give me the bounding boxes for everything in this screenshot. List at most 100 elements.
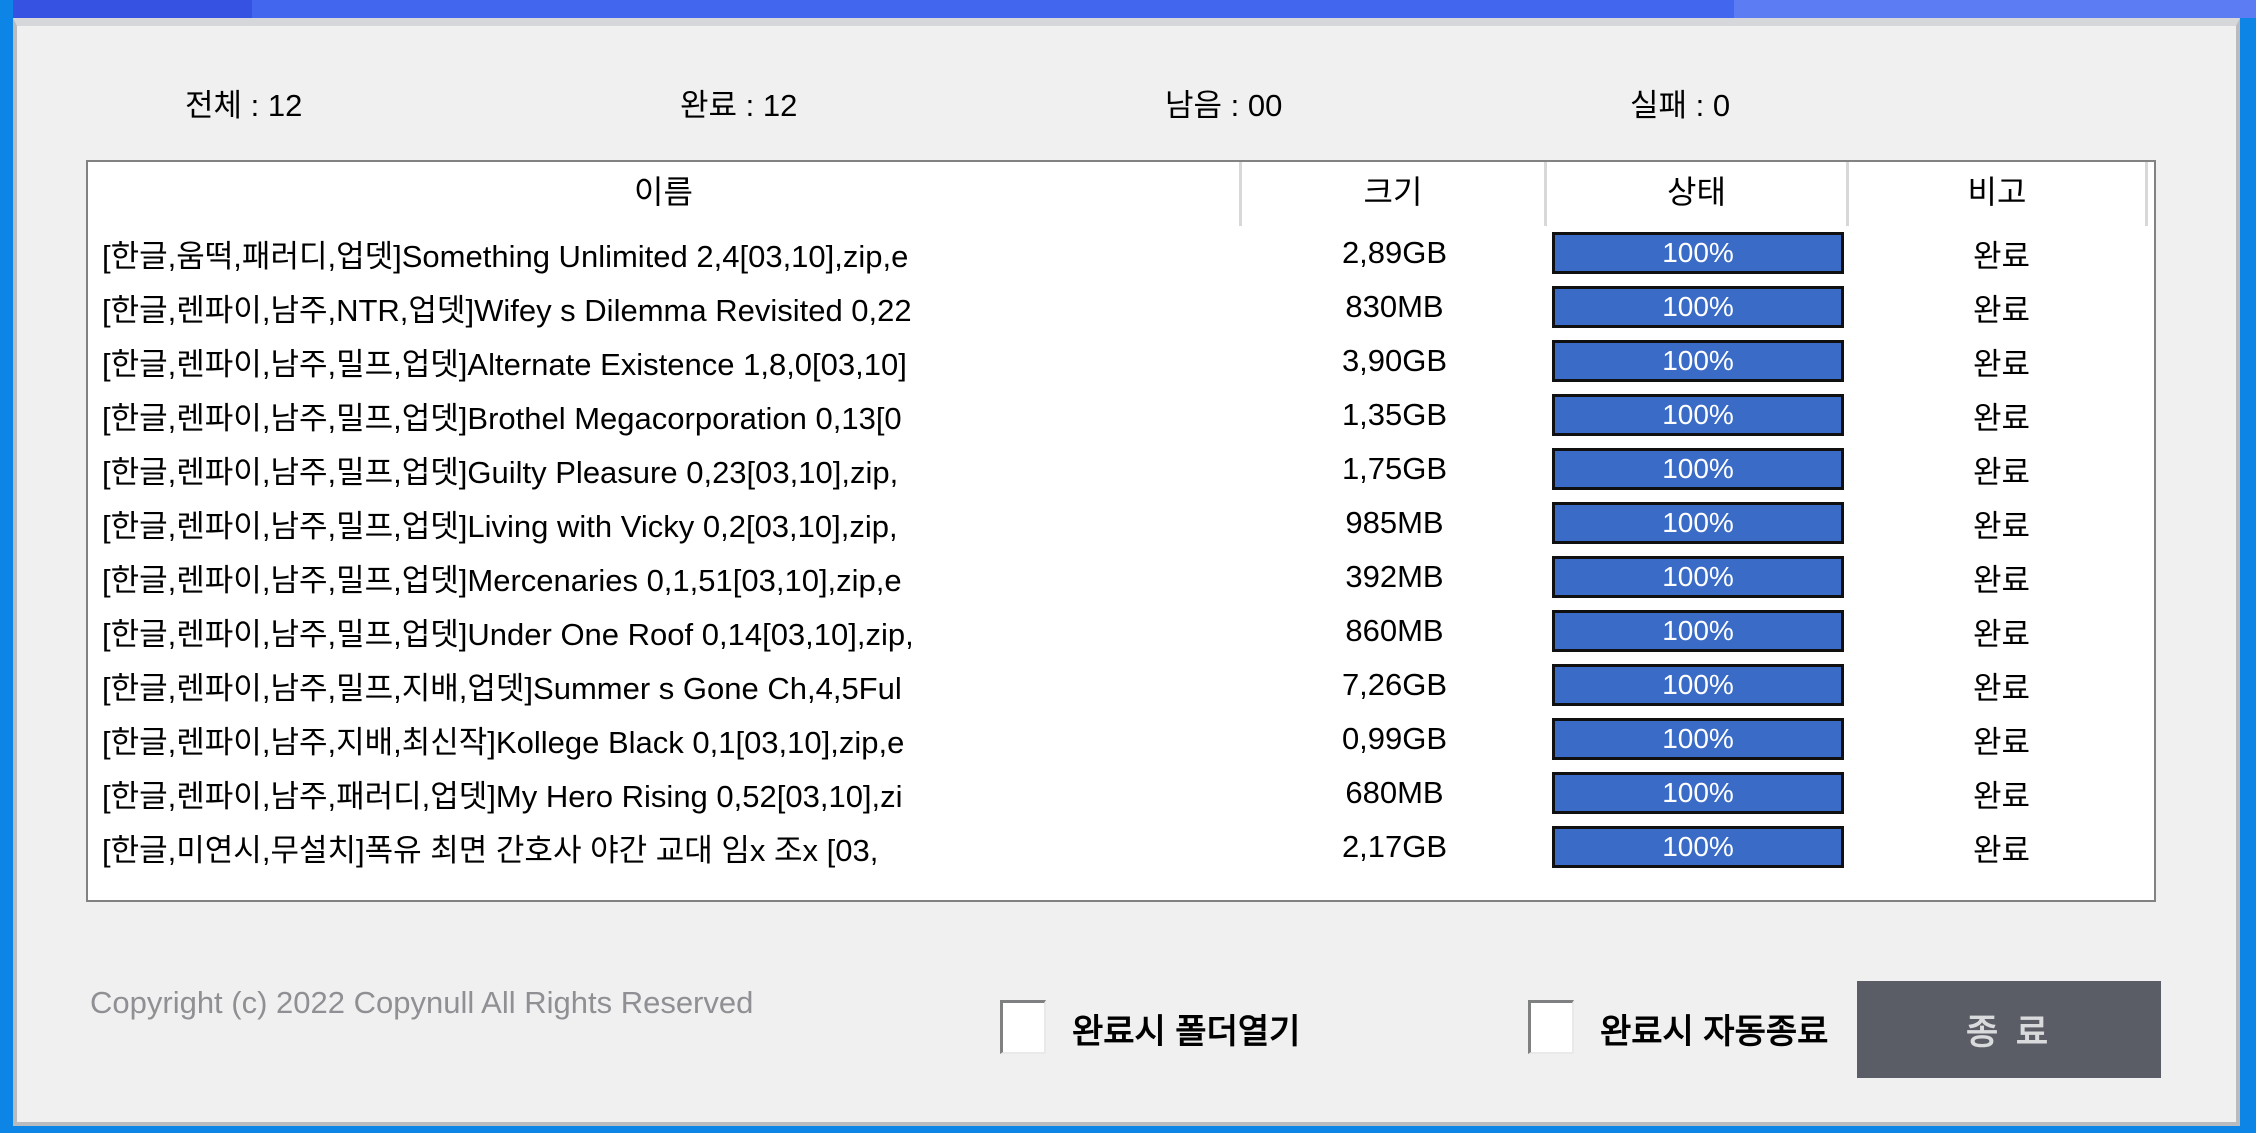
row-status: 100%	[1547, 610, 1849, 652]
progress-label: 100%	[1662, 723, 1734, 754]
row-filename: [한글,렌파이,남주,밀프,업뎃]Living with Vicky 0,2[0…	[102, 508, 898, 544]
row-filename: [한글,움떡,패러디,업뎃]Something Unlimited 2,4[03…	[102, 238, 909, 274]
row-remark: 완료	[1972, 292, 2031, 328]
progress-bar: 100%	[1552, 718, 1844, 760]
row-remark: 완료	[1972, 562, 2031, 598]
row-remark: 완료	[1972, 778, 2031, 814]
open-folder-checkbox[interactable]	[1000, 1000, 1046, 1054]
row-remark: 완료	[1972, 832, 2031, 868]
progress-label: 100%	[1662, 237, 1734, 268]
row-remark: 완료	[1972, 670, 2031, 706]
table-row[interactable]: [한글,렌파이,남주,밀프,업뎃]Under One Roof 0,14[03,…	[88, 604, 2154, 658]
table-row[interactable]: [한글,렌파이,남주,밀프,업뎃]Brothel Megacorporation…	[88, 388, 2154, 442]
titlebar-segment	[13, 0, 252, 18]
progress-bar: 100%	[1552, 340, 1844, 382]
progress-label: 100%	[1662, 561, 1734, 592]
row-filename: [한글,렌파이,남주,밀프,업뎃]Mercenaries 0,1,51[03,1…	[102, 562, 902, 598]
progress-label: 100%	[1662, 777, 1734, 808]
table-row[interactable]: [한글,렌파이,남주,밀프,지배,업뎃]Summer s Gone Ch,4,5…	[88, 658, 2154, 712]
column-header-name[interactable]: 이름	[88, 162, 1242, 226]
progress-bar: 100%	[1552, 394, 1844, 436]
row-status: 100%	[1547, 772, 1849, 814]
table-row[interactable]: [한글,렌파이,남주,밀프,업뎃]Alternate Existence 1,8…	[88, 334, 2154, 388]
stat-total: 전체 : 12	[185, 88, 303, 123]
row-filename: [한글,미연시,무설치]폭유 최면 간호사 야간 교대 임x 조x [03,	[102, 832, 879, 868]
progress-bar: 100%	[1552, 772, 1844, 814]
progress-bar: 100%	[1552, 232, 1844, 274]
row-filesize: 830MB	[1345, 289, 1444, 324]
column-header-size[interactable]: 크기	[1242, 162, 1547, 226]
table-row[interactable]: [한글,렌파이,남주,지배,최신작]Kollege Black 0,1[03,1…	[88, 712, 2154, 766]
progress-label: 100%	[1662, 399, 1734, 430]
progress-bar: 100%	[1552, 610, 1844, 652]
window-titlebar[interactable]	[13, 0, 2256, 18]
row-filesize: 2,89GB	[1341, 235, 1448, 270]
progress-bar: 100%	[1552, 664, 1844, 706]
copyright-text: Copyright (c) 2022 Copynull All Rights R…	[90, 985, 754, 1020]
table-row[interactable]: [한글,미연시,무설치]폭유 최면 간호사 야간 교대 임x 조x [03, 2…	[88, 820, 2154, 874]
row-remark: 완료	[1972, 238, 2031, 274]
row-filename: [한글,렌파이,남주,밀프,지배,업뎃]Summer s Gone Ch,4,5…	[102, 670, 902, 706]
row-remark: 완료	[1972, 454, 2031, 490]
row-status: 100%	[1547, 664, 1849, 706]
progress-label: 100%	[1662, 453, 1734, 484]
row-status: 100%	[1547, 502, 1849, 544]
row-filesize: 1,75GB	[1341, 451, 1448, 486]
row-status: 100%	[1547, 448, 1849, 490]
row-status: 100%	[1547, 556, 1849, 598]
row-filesize: 0,99GB	[1341, 721, 1448, 756]
row-filesize: 985MB	[1345, 505, 1444, 540]
table-row[interactable]: [한글,렌파이,남주,패러디,업뎃]My Hero Rising 0,52[03…	[88, 766, 2154, 820]
column-header-remark[interactable]: 비고	[1849, 162, 2148, 226]
progress-label: 100%	[1662, 291, 1734, 322]
download-list-header: 이름 크기 상태 비고	[88, 162, 2154, 226]
row-filename: [한글,렌파이,남주,패러디,업뎃]My Hero Rising 0,52[03…	[102, 778, 903, 814]
row-filename: [한글,렌파이,남주,밀프,업뎃]Brothel Megacorporation…	[102, 400, 902, 436]
table-row[interactable]: [한글,렌파이,남주,밀프,업뎃]Mercenaries 0,1,51[03,1…	[88, 550, 2154, 604]
row-status: 100%	[1547, 232, 1849, 274]
open-folder-checkbox-label: 완료시 폴더열기	[1072, 1013, 1301, 1051]
progress-label: 100%	[1662, 831, 1734, 862]
row-filesize: 680MB	[1345, 775, 1444, 810]
row-filesize: 7,26GB	[1341, 667, 1448, 702]
row-status: 100%	[1547, 826, 1849, 868]
row-remark: 완료	[1972, 346, 2031, 382]
progress-bar: 100%	[1552, 556, 1844, 598]
exit-button[interactable]: 종 료	[1857, 981, 2161, 1078]
titlebar-segment	[252, 0, 1734, 18]
stat-remaining: 남음 : 00	[1165, 88, 1283, 123]
progress-label: 100%	[1662, 669, 1734, 700]
auto-exit-checkbox-label: 완료시 자동종료	[1600, 1013, 1829, 1051]
row-filesize: 2,17GB	[1341, 829, 1448, 864]
row-status: 100%	[1547, 340, 1849, 382]
column-header-status[interactable]: 상태	[1547, 162, 1849, 226]
row-filename: [한글,렌파이,남주,지배,최신작]Kollege Black 0,1[03,1…	[102, 724, 905, 760]
row-filename: [한글,렌파이,남주,NTR,업뎃]Wifey s Dilemma Revisi…	[102, 292, 912, 328]
progress-bar: 100%	[1552, 448, 1844, 490]
progress-bar: 100%	[1552, 826, 1844, 868]
progress-label: 100%	[1662, 615, 1734, 646]
row-filesize: 3,90GB	[1341, 343, 1448, 378]
row-remark: 완료	[1972, 508, 2031, 544]
row-remark: 완료	[1972, 400, 2031, 436]
row-remark: 완료	[1972, 616, 2031, 652]
table-row[interactable]: [한글,렌파이,남주,NTR,업뎃]Wifey s Dilemma Revisi…	[88, 280, 2154, 334]
auto-exit-checkbox[interactable]	[1528, 1000, 1574, 1054]
titlebar-segment	[1734, 0, 2256, 18]
row-filesize: 392MB	[1345, 559, 1444, 594]
progress-bar: 100%	[1552, 286, 1844, 328]
progress-bar: 100%	[1552, 502, 1844, 544]
row-status: 100%	[1547, 286, 1849, 328]
table-row[interactable]: [한글,움떡,패러디,업뎃]Something Unlimited 2,4[03…	[88, 226, 2154, 280]
row-remark: 완료	[1972, 724, 2031, 760]
row-filesize: 860MB	[1345, 613, 1444, 648]
stat-completed: 완료 : 12	[680, 88, 798, 123]
table-row[interactable]: [한글,렌파이,남주,밀프,업뎃]Guilty Pleasure 0,23[03…	[88, 442, 2154, 496]
table-row[interactable]: [한글,렌파이,남주,밀프,업뎃]Living with Vicky 0,2[0…	[88, 496, 2154, 550]
row-status: 100%	[1547, 394, 1849, 436]
download-list: 이름 크기 상태 비고 [한글,움떡,패러디,업뎃]Something Unli…	[86, 160, 2156, 902]
progress-label: 100%	[1662, 345, 1734, 376]
progress-label: 100%	[1662, 507, 1734, 538]
row-status: 100%	[1547, 718, 1849, 760]
